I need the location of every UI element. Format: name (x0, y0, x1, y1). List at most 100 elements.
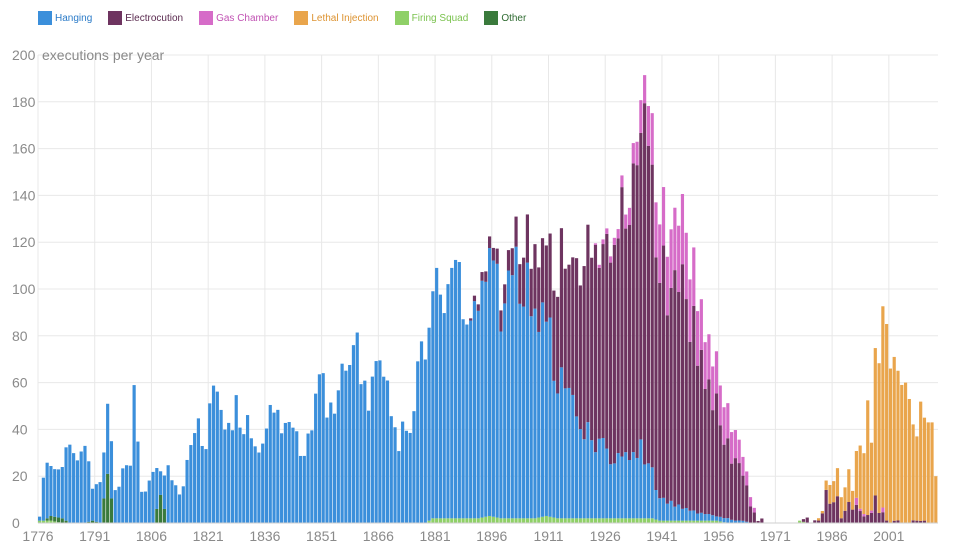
bar-hanging-1925 (601, 437, 605, 519)
bar-hanging-1899 (503, 303, 507, 519)
bar-hanging-1885 (450, 267, 454, 519)
legend-item-other[interactable]: Other (484, 11, 526, 25)
legend-item-lethal-injection[interactable]: Lethal Injection (294, 11, 379, 25)
bar-hanging-1845 (298, 455, 303, 523)
bar-electrocution-1903 (518, 264, 522, 304)
y-tick-label: 180 (12, 94, 36, 110)
bar-electrocution-1929 (616, 238, 620, 454)
bar-lethal-injection-2003 (896, 370, 900, 521)
bar-firing-squad-1949 (692, 520, 696, 523)
bar-gas-chamber-1939 (654, 202, 658, 258)
bar-firing-squad-1910 (544, 515, 548, 523)
legend-item-gas-chamber[interactable]: Gas Chamber (199, 11, 278, 25)
bar-hanging-1871 (397, 451, 401, 523)
bar-firing-squad-1898 (499, 518, 503, 523)
bar-hanging-1940 (658, 498, 662, 521)
bar-hanging-1851 (321, 373, 325, 523)
bar-firing-squad-1918 (574, 518, 579, 523)
bar-hanging-1872 (401, 421, 405, 523)
bar-electrocution-1947 (684, 299, 688, 508)
bar-hanging-1919 (578, 429, 582, 519)
bar-hanging-1820 (204, 449, 208, 523)
bar-hanging-1904 (522, 306, 526, 519)
bar-hanging-1897 (495, 263, 499, 518)
bar-electrocution-1916 (567, 264, 571, 388)
bar-electrocution-1959 (730, 463, 734, 520)
bar-lethal-injection-1991 (851, 490, 855, 510)
bar-electrocution-1920 (582, 266, 586, 440)
bar-other-1794 (106, 473, 110, 523)
bar-gas-chamber-1963 (745, 471, 749, 486)
bar-electrocution-1945 (677, 292, 681, 505)
bar-lethal-injection-1999 (881, 306, 885, 508)
bar-hanging-1930 (620, 456, 624, 519)
bar-hanging-1962 (741, 520, 745, 523)
bar-hanging-1842 (287, 422, 291, 523)
bar-gas-chamber-1964 (748, 497, 753, 507)
bar-gas-chamber-1924 (597, 264, 601, 268)
bar-firing-squad-1938 (650, 518, 654, 523)
bar-gas-chamber-1923 (593, 243, 598, 245)
bar-firing-squad-1894 (484, 516, 488, 523)
x-tick-label: 1911 (533, 528, 563, 544)
bar-hanging-1796 (113, 490, 117, 523)
x-tick-label: 1896 (476, 528, 507, 544)
bar-lethal-injection-2010 (922, 417, 927, 521)
bar-gas-chamber-1960 (733, 430, 737, 459)
x-tick-label: 1776 (22, 528, 53, 544)
bar-electrocution-1956 (718, 425, 722, 517)
bar-hanging-1867 (382, 376, 386, 523)
bar-electrocution-1942 (665, 315, 669, 504)
bar-gas-chamber-1948 (688, 279, 692, 342)
y-tick-label: 200 (12, 47, 36, 63)
bar-electrocution-1994 (862, 516, 866, 523)
bar-electrocution-1982 (816, 520, 821, 523)
bar-other-1789 (87, 521, 91, 523)
y-tick-label: 140 (12, 187, 36, 203)
bar-hanging-1821 (208, 403, 212, 523)
bar-hanging-1793 (102, 452, 106, 499)
bar-lethal-injection-1982 (816, 518, 821, 521)
bar-hanging-1839 (276, 409, 280, 523)
bar-gas-chamber-1956 (718, 385, 722, 426)
bar-lethal-injection-1984 (824, 480, 828, 490)
bar-hanging-1873 (404, 430, 408, 523)
bar-electrocution-1901 (510, 248, 514, 276)
bar-firing-squad-1925 (601, 518, 605, 523)
bar-electrocution-1935 (639, 132, 643, 440)
bar-hanging-1798 (121, 468, 125, 523)
bar-hanging-1917 (571, 394, 575, 519)
bar-hanging-1786 (75, 460, 79, 523)
bar-hanging-1838 (272, 412, 276, 523)
bar-electrocution-1943 (669, 287, 673, 501)
bar-other-1808 (159, 494, 163, 523)
y-tick-label: 160 (12, 141, 36, 157)
legend-item-hanging[interactable]: Hanging (38, 11, 92, 25)
bar-hanging-1800 (128, 465, 132, 523)
legend-label: Lethal Injection (311, 12, 379, 24)
bar-firing-squad-1779 (49, 520, 53, 523)
bar-hanging-1932 (627, 460, 632, 519)
bar-hanging-1894 (484, 281, 488, 517)
bar-firing-squad-1912 (552, 517, 556, 523)
legend-item-electrocution[interactable]: Electrocution (108, 11, 183, 25)
bar-hanging-1911 (548, 317, 552, 517)
bar-hanging-1790 (90, 488, 95, 521)
x-tick-label: 1851 (306, 528, 337, 544)
bar-electrocution-2003 (896, 520, 900, 523)
bar-hanging-1928 (612, 463, 616, 519)
bar-electrocution-2007 (911, 520, 915, 523)
bar-electrocution-1949 (692, 305, 696, 511)
bar-hanging-1854 (332, 413, 337, 523)
bar-hanging-1858 (348, 364, 352, 523)
bar-firing-squad-1946 (680, 520, 685, 523)
bar-hanging-1840 (280, 433, 284, 523)
bar-gas-chamber-1959 (730, 432, 734, 464)
bar-hanging-1953 (707, 514, 711, 521)
legend-item-firing-squad[interactable]: Firing Squad (394, 11, 468, 25)
x-tick-label: 1866 (363, 528, 394, 544)
bar-hanging-1812 (174, 485, 178, 523)
bar-electrocution-1981 (813, 520, 817, 523)
bar-firing-squad-1908 (537, 517, 541, 523)
